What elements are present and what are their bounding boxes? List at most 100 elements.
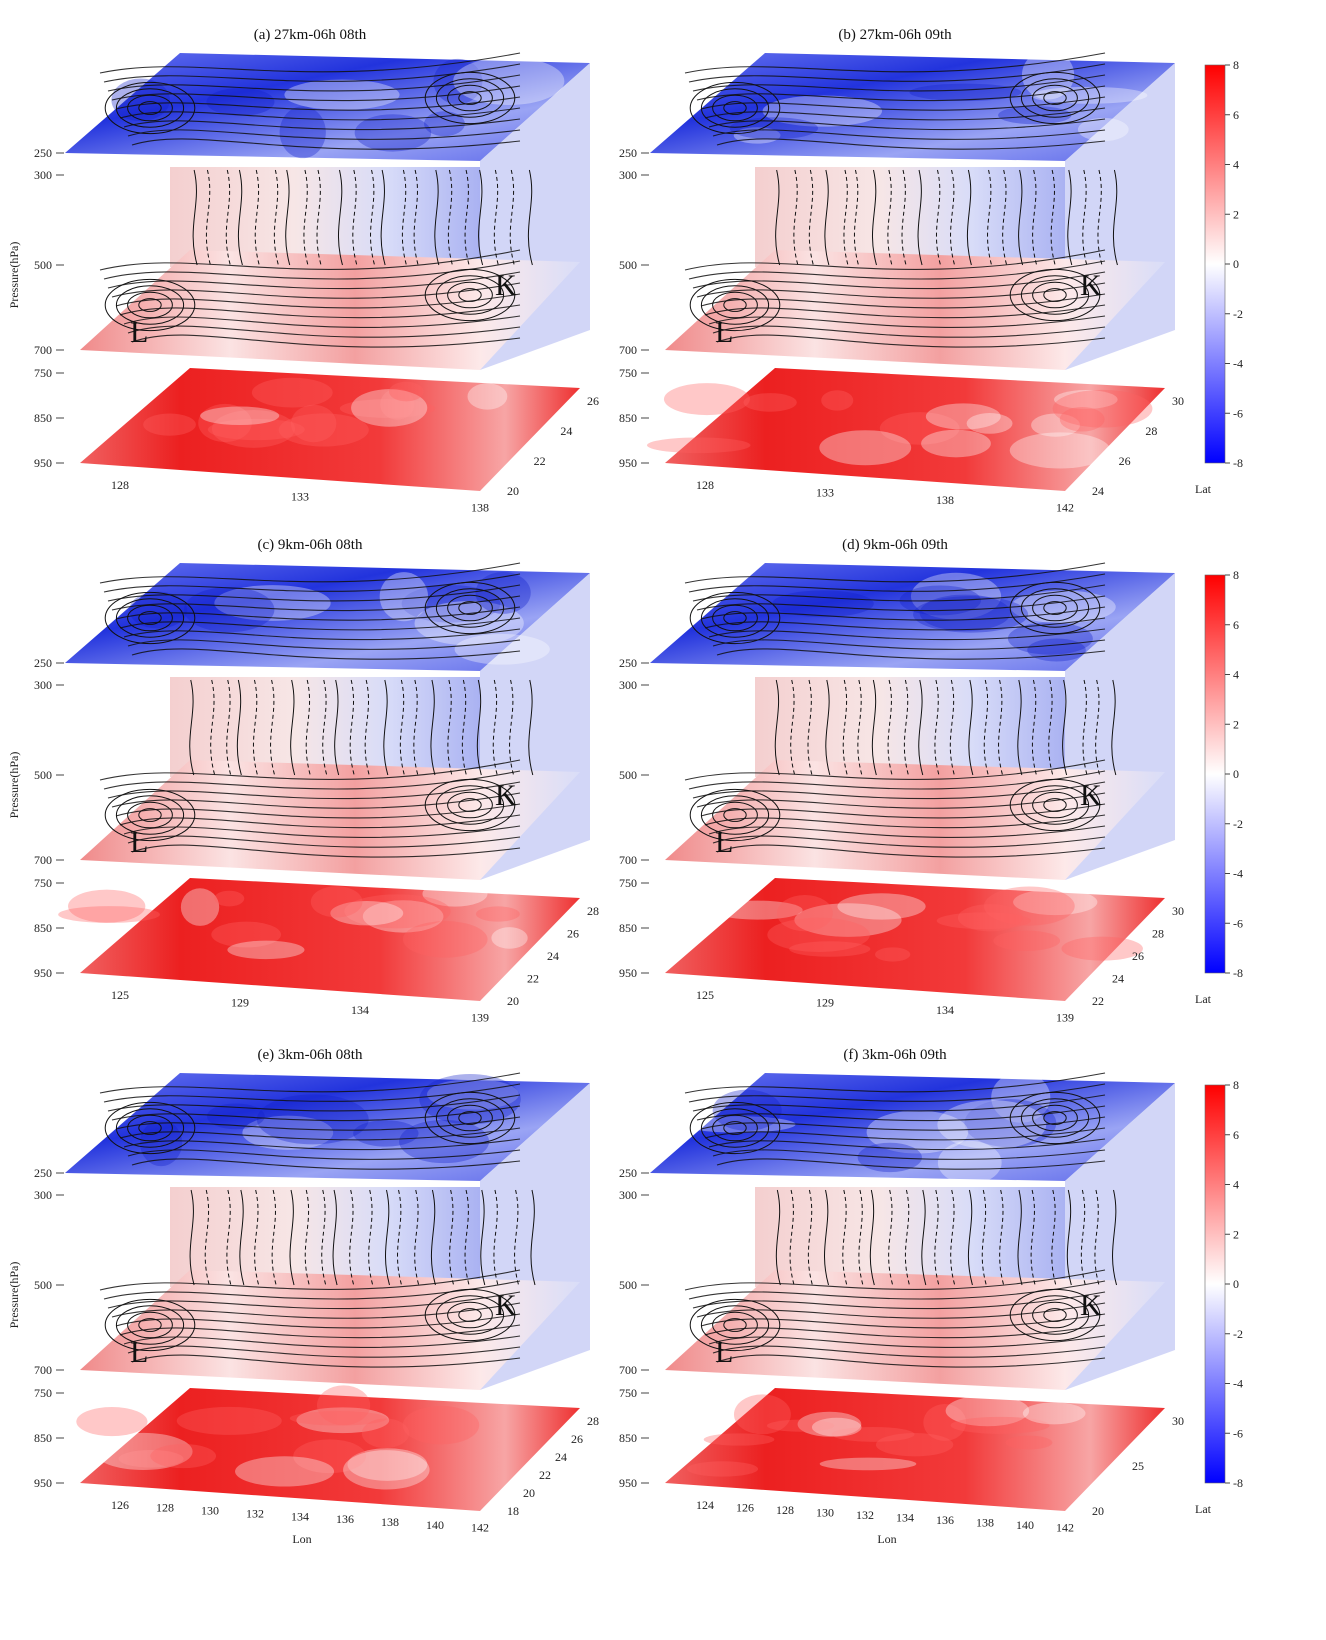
contour-line: [1095, 679, 1101, 776]
lon-tick: 134: [351, 1003, 369, 1017]
lat-tick: 30: [1172, 394, 1184, 408]
texture-blob: [923, 1404, 967, 1441]
pressure-axis-label: Pressure(hPa): [7, 242, 21, 309]
streamline: [696, 1105, 1106, 1122]
contour-line: [370, 169, 376, 266]
texture-blob: [837, 893, 926, 920]
texture-blob: [964, 1099, 1057, 1148]
lon-tick: 142: [1056, 501, 1074, 515]
texture-blob: [361, 1418, 410, 1449]
contour-line: [983, 679, 989, 776]
texture-blob: [380, 388, 415, 420]
contour-line: [254, 1189, 260, 1286]
lon-tick: 128: [776, 1503, 794, 1517]
contour-line: [493, 1189, 499, 1286]
streamline: [131, 138, 521, 150]
streamline: [688, 573, 1106, 593]
streamline: [704, 1127, 1106, 1141]
layer-500-surface: [80, 250, 580, 370]
lon-tick: 130: [201, 1504, 219, 1518]
lon-tick: 134: [936, 1003, 954, 1017]
contour-line: [1112, 169, 1118, 266]
contour-line: [825, 679, 831, 776]
contour-line: [349, 679, 355, 776]
vortex-streamline: [127, 1114, 173, 1142]
lon-tick: 132: [856, 1508, 874, 1522]
lon-tick: 125: [696, 988, 714, 1002]
contour-line: [871, 169, 877, 266]
streamline: [696, 85, 1106, 102]
vortex-streamline: [1032, 791, 1078, 819]
pressure-tick: 750: [619, 1386, 637, 1400]
lon-tick: 124: [696, 1498, 714, 1512]
texture-blob: [1061, 936, 1143, 961]
lat-tick: 22: [527, 972, 539, 986]
colorbar-tick: 6: [1233, 108, 1239, 122]
texture-blob: [354, 114, 432, 152]
pressure-tick: 300: [34, 1188, 52, 1202]
texture-blob: [1059, 407, 1105, 432]
contour-line: [204, 1189, 210, 1286]
streamline: [111, 1105, 521, 1122]
streamline: [107, 271, 521, 290]
vortex-streamline: [689, 278, 781, 332]
colorbar-tick: -2: [1233, 1327, 1243, 1341]
texture-blob: [957, 904, 1023, 932]
streamline: [684, 562, 1106, 584]
layer-500-surface: [80, 1270, 580, 1390]
lon-tick: 126: [736, 1500, 754, 1514]
streamline: [111, 282, 521, 299]
texture-blob: [454, 633, 550, 665]
texture-blob: [776, 895, 833, 932]
vortex-streamline: [723, 1121, 747, 1135]
vortex-streamline: [435, 275, 505, 315]
panel-e: (e) 3km-06h 08th Pressure(hPa) 250 300 500 70…: [7, 1047, 599, 1546]
colorbar-tick: 4: [1233, 158, 1239, 172]
colorbar: [1204, 1084, 1226, 1484]
streamline: [708, 825, 1106, 838]
contour-line: [461, 679, 467, 776]
texture-blob: [414, 601, 524, 646]
layer-950-surface: [80, 1388, 580, 1511]
pressure-tick: 500: [34, 1278, 52, 1292]
streamline: [716, 1158, 1106, 1170]
texture-blob: [284, 79, 400, 110]
vortex-streamline: [447, 1301, 493, 1329]
texture-blob: [214, 890, 245, 907]
contour-line: [401, 169, 407, 266]
texture-blob: [937, 1100, 1047, 1150]
contour-line: [273, 169, 279, 266]
vortex-streamline: [424, 1091, 516, 1145]
layer-950-surface: [665, 878, 1165, 1001]
contour-line: [464, 169, 470, 266]
vertical-section: [755, 167, 1065, 267]
streamline: [99, 562, 521, 584]
streamline: [700, 803, 1106, 819]
texture-blob: [200, 406, 280, 426]
lon-tick: 136: [336, 1512, 354, 1526]
texture-blob: [831, 1426, 915, 1442]
vortex-streamline: [424, 268, 516, 322]
texture-blob: [402, 921, 488, 958]
marker-K: K: [495, 1289, 517, 1322]
contour-line: [917, 169, 923, 266]
contour-line: [449, 1189, 455, 1286]
texture-blob: [68, 889, 146, 923]
contour-line: [887, 679, 893, 776]
streamline: [712, 639, 1106, 650]
vortex-streamline: [127, 1311, 173, 1339]
colorbar-tick: -8: [1233, 966, 1243, 980]
colorbar-tick: 2: [1233, 1227, 1239, 1241]
contour-line: [1018, 169, 1024, 266]
vortex-streamline: [127, 801, 173, 829]
streamline: [103, 1280, 521, 1300]
texture-blob: [73, 379, 127, 398]
streamline: [99, 52, 521, 74]
pressure-tick: 250: [34, 1166, 52, 1180]
pressure-tick: 700: [34, 1363, 52, 1377]
panel-title: (e) 3km-06h 08th: [258, 1047, 363, 1063]
contour-line: [514, 1189, 520, 1286]
vortex-streamline: [689, 1101, 781, 1155]
lat-tick: 26: [1119, 454, 1131, 468]
texture-blob: [686, 1461, 759, 1477]
